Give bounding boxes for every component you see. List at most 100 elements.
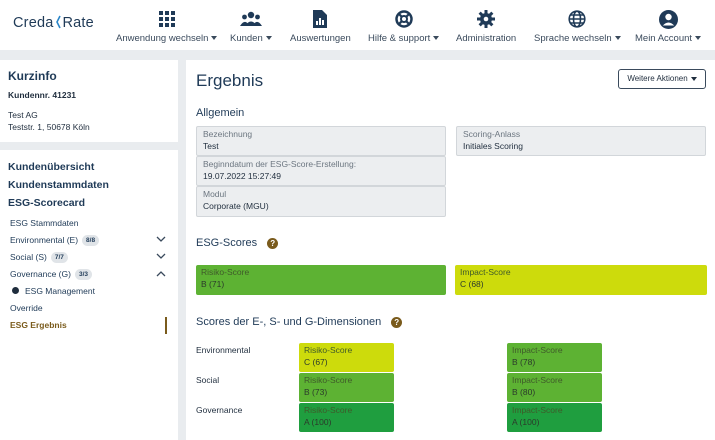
sidebar-item-esg-stammdaten[interactable]: ESG Stammdaten bbox=[0, 215, 178, 232]
score-label: Risiko-Score bbox=[304, 345, 353, 355]
nav-label: Hilfe & support bbox=[368, 33, 431, 44]
grid-icon bbox=[158, 11, 175, 27]
dimension-impact-tile: Impact-Score B (80) bbox=[507, 373, 602, 402]
section-title-text: ESG-Scores bbox=[196, 237, 258, 249]
score-value: B (71) bbox=[201, 278, 225, 289]
section-title-text: Scores der E-, S- und G-Dimensionen bbox=[196, 316, 382, 328]
score-label: Risiko-Score bbox=[201, 267, 250, 277]
chevron-down-icon[interactable] bbox=[156, 236, 166, 243]
score-label: Impact-Score bbox=[512, 405, 563, 415]
field-value: Corporate (MGU) bbox=[203, 200, 269, 211]
weitere-aktionen-button[interactable]: Weitere Aktionen bbox=[618, 69, 706, 89]
sidebar-item-label: ESG Stammdaten bbox=[10, 218, 79, 228]
kurzinfo-title: Kurzinfo bbox=[8, 69, 57, 83]
chevron-down-icon[interactable] bbox=[156, 253, 166, 260]
score-label: Risiko-Score bbox=[304, 375, 353, 385]
nav-auswertungen[interactable]: Auswertungen bbox=[290, 9, 351, 44]
progress-badge: 7/7 bbox=[50, 252, 68, 264]
score-value: B (73) bbox=[304, 386, 328, 397]
dimension-impact-tile: Impact-Score B (78) bbox=[507, 343, 602, 372]
gear-icon bbox=[477, 10, 496, 28]
nav-mein-account[interactable]: Mein Account bbox=[635, 9, 702, 44]
caret-down-icon bbox=[211, 36, 218, 41]
nav-label: Mein Account bbox=[635, 33, 693, 44]
impact-score-tile: Impact-Score C (68) bbox=[455, 265, 707, 295]
field-label: Bezeichnung bbox=[203, 129, 253, 139]
dimension-label-governance: Governance bbox=[196, 405, 243, 415]
caret-down-icon bbox=[690, 76, 697, 81]
progress-badge: 3/3 bbox=[74, 269, 92, 281]
field-value: 19.07.2022 15:27:49 bbox=[203, 170, 281, 181]
score-value: C (68) bbox=[460, 278, 484, 289]
score-label: Impact-Score bbox=[512, 375, 563, 385]
nav-label: Administration bbox=[456, 33, 517, 44]
nav-anwendung-wechseln[interactable]: Anwendung wechseln bbox=[116, 9, 218, 44]
brand-logo[interactable]: Creda Rate bbox=[13, 15, 94, 31]
nav-kunden[interactable]: Kunden bbox=[230, 9, 272, 44]
main-content: Ergebnis Weitere Aktionen Allgemein Beze… bbox=[186, 60, 715, 440]
sidebar-item-esg-ergebnis[interactable]: ESG Ergebnis bbox=[0, 317, 178, 334]
sidebar-item-social[interactable]: Social (S) 7/7 bbox=[0, 249, 178, 266]
user-circle-icon bbox=[658, 9, 678, 29]
section-title-dimensionen: Scores der E-, S- und G-Dimensionen? bbox=[196, 316, 403, 328]
sidebar-item-environmental[interactable]: Environmental (E) 8/8 bbox=[0, 232, 178, 249]
score-label: Risiko-Score bbox=[304, 405, 353, 415]
sidebar-item-esg-scorecard[interactable]: ESG-Scorecard bbox=[8, 197, 86, 209]
score-value: C (67) bbox=[304, 356, 328, 367]
customer-address: Teststr. 1, 50678 Köln bbox=[8, 122, 90, 132]
field-beginndatum: Beginndatum der ESG-Score-Erstellung: 19… bbox=[196, 156, 446, 186]
score-label: Impact-Score bbox=[460, 267, 511, 277]
score-value: B (78) bbox=[512, 356, 536, 367]
dimension-risk-tile: Risiko-Score B (73) bbox=[299, 373, 394, 402]
nav-hilfe-support[interactable]: Hilfe & support bbox=[368, 9, 440, 44]
caret-down-icon bbox=[265, 36, 272, 41]
score-value: B (80) bbox=[512, 386, 536, 397]
field-bezeichnung: Bezeichnung Test bbox=[196, 126, 446, 156]
brand-mark-icon bbox=[55, 15, 61, 29]
help-icon[interactable]: ? bbox=[391, 316, 403, 328]
sidebar-item-override[interactable]: Override bbox=[0, 300, 178, 317]
sidebar-item-label: Override bbox=[10, 303, 43, 313]
caret-down-icon bbox=[695, 36, 702, 41]
top-navbar: Creda Rate Anwendung wechseln Kunden Ausw… bbox=[0, 0, 715, 50]
sidebar-item-label: Governance (G) bbox=[10, 269, 71, 279]
dimension-label-social: Social bbox=[196, 375, 220, 385]
sidebar-item-kundenuebersicht[interactable]: Kundenübersicht bbox=[8, 161, 95, 173]
sidebar-nav: Kundenübersicht Kundenstammdaten ESG-Sco… bbox=[0, 150, 178, 440]
sidebar-item-label: ESG Management bbox=[25, 286, 95, 296]
score-label: Impact-Score bbox=[512, 345, 563, 355]
check-circle-icon bbox=[12, 287, 19, 295]
page-title: Ergebnis bbox=[196, 71, 264, 90]
sidebar-item-kundenstammdaten[interactable]: Kundenstammdaten bbox=[8, 179, 109, 191]
active-indicator bbox=[165, 317, 167, 334]
field-label: Scoring-Anlass bbox=[463, 129, 521, 139]
field-label: Modul bbox=[203, 189, 227, 199]
caret-down-icon bbox=[433, 36, 440, 41]
users-icon bbox=[239, 11, 262, 26]
lifebuoy-icon bbox=[394, 10, 413, 28]
field-value: Initiales Scoring bbox=[463, 140, 524, 151]
sidebar-item-esg-management[interactable]: ESG Management bbox=[0, 283, 178, 300]
field-modul: Modul Corporate (MGU) bbox=[196, 186, 446, 217]
sidebar-item-label: ESG Ergebnis bbox=[10, 320, 67, 330]
help-icon[interactable]: ? bbox=[267, 237, 279, 249]
field-scoring-anlass: Scoring-Anlass Initiales Scoring bbox=[456, 126, 706, 156]
globe-icon bbox=[568, 10, 586, 28]
nav-label: Auswertungen bbox=[290, 33, 351, 44]
progress-badge: 8/8 bbox=[82, 235, 100, 247]
nav-label: Anwendung wechseln bbox=[116, 33, 209, 44]
caret-down-icon bbox=[614, 36, 621, 41]
nav-label: Kunden bbox=[230, 33, 263, 44]
dimension-risk-tile: Risiko-Score C (67) bbox=[299, 343, 394, 372]
chevron-up-icon[interactable] bbox=[156, 270, 166, 277]
dimension-risk-tile: Risiko-Score A (100) bbox=[299, 403, 394, 432]
kundennummer: Kundennr. 41231 bbox=[8, 90, 77, 100]
brand-name-part1: Creda bbox=[13, 15, 54, 31]
brand-name-part2: Rate bbox=[62, 15, 94, 31]
score-value: A (100) bbox=[512, 416, 540, 427]
risiko-score-tile: Risiko-Score B (71) bbox=[196, 265, 446, 295]
score-value: A (100) bbox=[304, 416, 332, 427]
nav-sprache-wechseln[interactable]: Sprache wechseln bbox=[534, 9, 621, 44]
nav-administration[interactable]: Administration bbox=[456, 9, 516, 44]
sidebar-item-governance[interactable]: Governance (G) 3/3 bbox=[0, 266, 178, 283]
